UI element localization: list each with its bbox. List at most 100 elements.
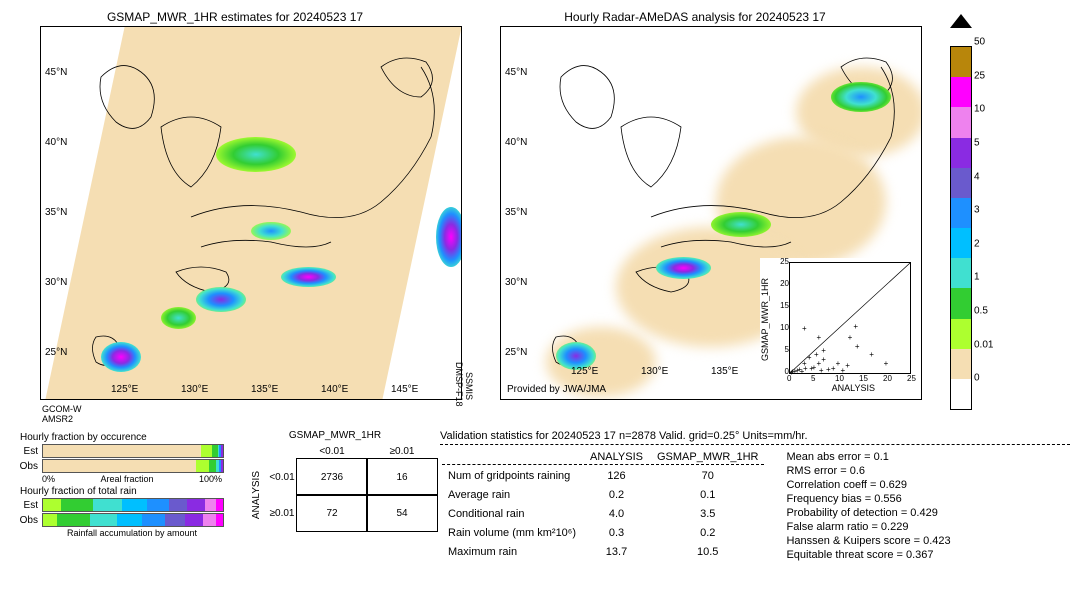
contingency-panel: GSMAP_MWR_1HR <0.01 ≥0.01 ANALYSIS <0.01… (245, 430, 425, 563)
occ-obs-bar (42, 459, 224, 473)
stats-row-label: Conditional rain (442, 505, 582, 522)
precip-blob (656, 257, 711, 279)
stats-col2: GSMAP_MWR_1HR (651, 451, 764, 465)
left-map-title: GSMAP_MWR_1HR estimates for 20240523 17 (10, 10, 460, 24)
right-map-title: Hourly Radar-AMeDAS analysis for 2024052… (470, 10, 920, 24)
ct-row2: ≥0.01 (270, 508, 295, 519)
occ-est-row: Est (10, 444, 230, 458)
ct-col2: ≥0.01 (390, 446, 415, 457)
right-map-box: 45°N 40°N 35°N 30°N 25°N 125°E 130°E 135… (500, 26, 922, 400)
stats-val-b: 3.5 (651, 505, 764, 522)
totalrain-title: Hourly fraction of total rain (20, 486, 230, 497)
precip-blob (281, 267, 336, 287)
colorbar-wrapper: 502510543210.50.010 (930, 10, 1007, 410)
lat-label: 45°N (45, 67, 67, 78)
occ-axis-min: 0% (42, 474, 55, 484)
tot-axis: Rainfall accumulation by amount (42, 528, 222, 538)
bottom-row: Hourly fraction by occurence Est Obs 0% … (10, 430, 1070, 563)
est-label: Est (10, 500, 42, 511)
metric-row: Correlation coeff = 0.629 (786, 479, 950, 491)
lon-label: 130°E (181, 384, 208, 395)
stats-table: ANALYSISGSMAP_MWR_1HR Num of gridpoints … (440, 449, 766, 563)
colorbar (950, 46, 972, 410)
stats-val-a: 0.3 (584, 525, 649, 542)
ct-rowaxis: ANALYSIS (251, 471, 262, 519)
left-map-box: 45°N 40°N 35°N 30°N 25°N 125°E 130°E 135… (40, 26, 462, 400)
occ-est-bar (42, 444, 224, 458)
ct-cell-00: 2736 (296, 458, 368, 496)
lat-label: 45°N (505, 67, 527, 78)
stats-val-a: 4.0 (584, 505, 649, 522)
map-source-amsr: AMSR2 (42, 414, 73, 424)
occ-axis: 0% Areal fraction 100% (42, 474, 222, 484)
inset-scatter: ++++++++++++++++++++++++++++ ANALYSIS GS… (760, 258, 915, 393)
map-source-dmsp: DMSP-F18 (454, 362, 464, 407)
stats-cols: ANALYSISGSMAP_MWR_1HR Num of gridpoints … (440, 449, 1070, 563)
precip-blob (711, 212, 771, 237)
lat-label: 35°N (505, 207, 527, 218)
ct-cell-10: 72 (296, 494, 368, 532)
stats-val-a: 0.2 (584, 486, 649, 503)
ct-cell-11: 54 (366, 494, 438, 532)
precip-blob (436, 207, 462, 267)
ct-grid: <0.01 ≥0.01 ANALYSIS <0.01 2736 16 ≥0.01… (245, 443, 425, 531)
occ-obs-row: Obs (10, 459, 230, 473)
left-map-panel: GSMAP_MWR_1HR estimates for 20240523 17 (10, 10, 460, 410)
stats-row-label: Average rain (442, 486, 582, 503)
precip-blob (216, 137, 296, 172)
lon-label: 125°E (111, 384, 138, 395)
stats-val-b: 0.2 (651, 525, 764, 542)
coastlines-left (41, 27, 461, 399)
lon-label: 135°E (711, 366, 738, 377)
tot-est-bar (42, 498, 224, 512)
metric-row: Probability of detection = 0.429 (786, 507, 950, 519)
occ-axis-label: Areal fraction (100, 474, 153, 484)
lon-label: 145°E (391, 384, 418, 395)
tot-obs-row: Obs (10, 513, 230, 527)
tot-axis-label: Rainfall accumulation by amount (67, 528, 197, 538)
ct-cell-01: 16 (366, 458, 438, 496)
stats-val-b: 70 (651, 467, 764, 484)
lat-label: 35°N (45, 207, 67, 218)
obs-label: Obs (10, 515, 42, 526)
tot-obs-bar (42, 513, 224, 527)
metric-row: Equitable threat score = 0.367 (786, 549, 950, 561)
fraction-panel: Hourly fraction by occurence Est Obs 0% … (10, 430, 230, 563)
lat-label: 30°N (505, 277, 527, 288)
stats-val-a: 126 (584, 467, 649, 484)
lon-label: 135°E (251, 384, 278, 395)
metrics-list: Mean abs error = 0.1RMS error = 0.6Corre… (786, 449, 950, 563)
precip-blob (251, 222, 291, 240)
top-row: GSMAP_MWR_1HR estimates for 20240523 17 (10, 10, 1070, 410)
colorbar-labels: 502510543210.50.010 (972, 28, 1007, 398)
stats-val-b: 0.1 (651, 486, 764, 503)
occurrence-title: Hourly fraction by occurence (20, 432, 230, 443)
stats-val-a: 13.7 (584, 544, 649, 561)
metric-row: False alarm ratio = 0.229 (786, 521, 950, 533)
precip-blob (196, 287, 246, 312)
stats-col1: ANALYSIS (584, 451, 649, 465)
est-label: Est (10, 446, 42, 457)
map-source-gcom: GCOM-W (42, 404, 82, 414)
obs-label: Obs (10, 461, 42, 472)
tot-est-row: Est (10, 498, 230, 512)
stats-row-label: Maximum rain (442, 544, 582, 561)
inset-xlabel: ANALYSIS (832, 383, 875, 393)
ct-title: GSMAP_MWR_1HR (245, 430, 425, 441)
ct-col1: <0.01 (319, 446, 344, 457)
lat-label: 25°N (505, 347, 527, 358)
lon-label: 125°E (571, 366, 598, 377)
stats-row-label: Num of gridpoints raining (442, 467, 582, 484)
stats-val-b: 10.5 (651, 544, 764, 561)
ct-row1: <0.01 (269, 472, 294, 483)
colorbar-arrow (950, 14, 972, 28)
stats-panel: Validation statistics for 20240523 17 n=… (440, 430, 1070, 563)
right-map-panel: Hourly Radar-AMeDAS analysis for 2024052… (470, 10, 920, 410)
precip-blob (101, 342, 141, 372)
precip-blob (831, 82, 891, 112)
stats-row-label: Rain volume (mm km²10⁶) (442, 525, 582, 542)
metric-row: Frequency bias = 0.556 (786, 493, 950, 505)
inset-ylabel: GSMAP_MWR_1HR (760, 278, 770, 361)
lat-label: 40°N (505, 137, 527, 148)
precip-blob (161, 307, 196, 329)
